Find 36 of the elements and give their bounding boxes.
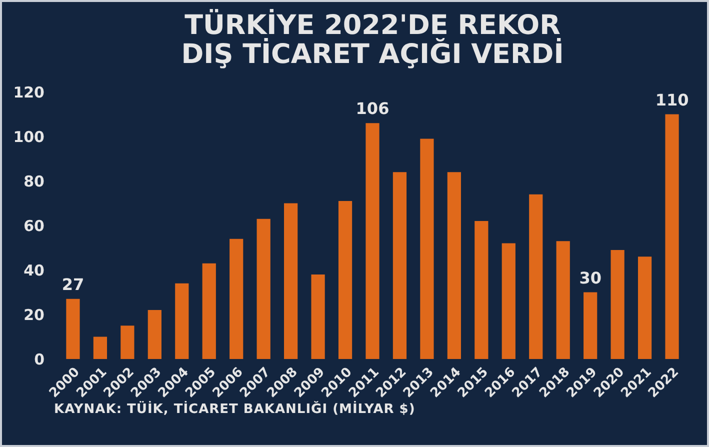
- bar: [502, 243, 516, 359]
- y-tick-label: 80: [24, 172, 44, 190]
- bar: [610, 250, 624, 359]
- y-tick-label: 40: [24, 262, 44, 280]
- bar: [66, 298, 80, 359]
- bar: [366, 123, 380, 359]
- y-tick-label: 120: [13, 84, 44, 102]
- bar: [447, 172, 461, 359]
- bar: [338, 201, 352, 359]
- y-tick-label: 60: [24, 217, 44, 235]
- bar: [120, 326, 134, 359]
- y-tick-label: 100: [13, 128, 44, 146]
- bar: [665, 114, 679, 359]
- bar: [638, 256, 652, 359]
- bar: [148, 310, 162, 359]
- bar: [392, 172, 407, 359]
- bar: [175, 283, 189, 359]
- data-label: 106: [356, 99, 390, 118]
- y-tick-label: 0: [34, 350, 44, 368]
- data-label: 110: [655, 90, 689, 110]
- bar: [311, 274, 325, 359]
- data-label: 27: [62, 274, 84, 294]
- bar: [284, 203, 298, 359]
- bar: [529, 194, 543, 359]
- bar: [202, 263, 216, 359]
- bar: [584, 292, 598, 359]
- bar: [230, 238, 244, 359]
- chart-title: TÜRKİYE 2022'DE REKOR DIŞ TİCARET AÇIĞI VERDİ: [181, 8, 564, 70]
- y-tick-label: 20: [24, 306, 44, 324]
- bar: [256, 218, 270, 359]
- bar: [420, 138, 434, 359]
- data-label: 30: [579, 268, 602, 288]
- bar: [474, 221, 488, 359]
- bar: [556, 241, 570, 359]
- text: KAYNAK: TÜİK, TİCARET BAKANLIĞI (MİLYAR $): [54, 402, 416, 417]
- bar: [93, 336, 108, 359]
